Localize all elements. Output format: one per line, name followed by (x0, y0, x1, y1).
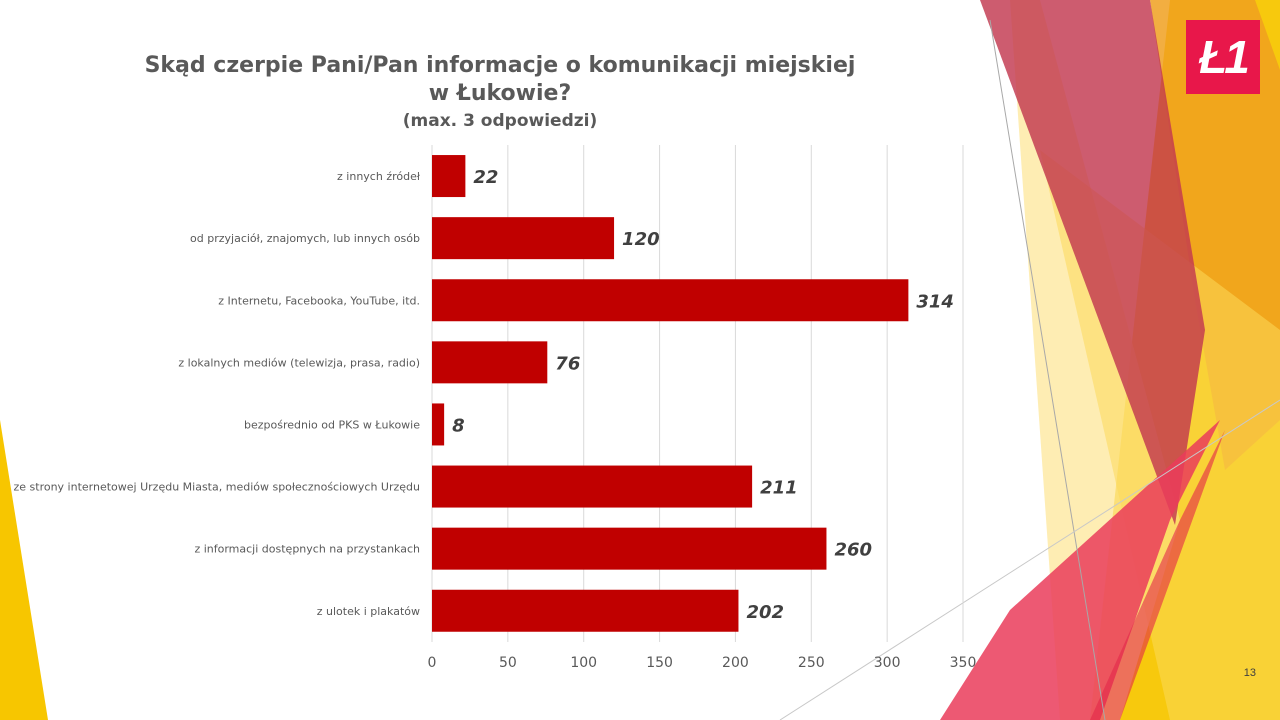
data-label: 8 (452, 415, 465, 436)
bar (432, 279, 909, 322)
x-tick-label: 150 (646, 655, 673, 671)
data-label: 314 (916, 291, 954, 312)
data-label: 76 (555, 353, 580, 374)
category-label: z lokalnych mediów (telewizja, prasa, ra… (178, 356, 420, 369)
x-tick-label: 100 (570, 655, 597, 671)
decor-red-deep (1090, 430, 1225, 720)
bar (432, 403, 445, 446)
data-label: 22 (473, 167, 498, 188)
x-tick-label: 300 (874, 655, 901, 671)
category-label: od przyjaciół, znajomych, lub innych osó… (190, 232, 420, 245)
bar (432, 217, 615, 260)
decor-thin-line-2 (779, 399, 1280, 720)
x-tick-label: 350 (950, 655, 977, 671)
bar (432, 155, 466, 198)
chart-subtitle: (max. 3 odpowiedzi) (402, 111, 598, 131)
category-label: ze strony internetowej Urzędu Miasta, me… (13, 481, 420, 494)
data-label: 211 (760, 478, 798, 499)
data-label: 202 (746, 602, 784, 623)
bar (432, 527, 827, 570)
x-tick-label: 200 (722, 655, 749, 671)
decor-magenta-top (980, 0, 1205, 525)
bar (432, 589, 739, 632)
category-labels: z innych źródeł od przyjaciół, znajomych,… (13, 170, 420, 618)
decor-yellow-left (0, 420, 48, 720)
brand-logo: Ł1 (1186, 20, 1260, 94)
decor-thin-line-1 (989, 19, 1106, 720)
category-label: z Internetu, Facebooka, YouTube, itd. (218, 294, 420, 307)
x-tick-label: 50 (499, 655, 517, 671)
bar (432, 465, 753, 508)
data-label: 120 (622, 229, 660, 250)
chart-title: Skąd czerpie Pani/Pan informacje o komun… (144, 53, 856, 106)
category-label: z innych źródeł (337, 170, 421, 183)
data-labels: 22 120 314 76 8 211 260 202 (452, 167, 954, 623)
bar (432, 341, 548, 384)
category-label: z informacji dostępnych na przystankach (194, 543, 420, 556)
category-label: bezpośrednio od PKS w Łukowie (244, 418, 420, 431)
category-label: z ulotek i plakatów (317, 605, 420, 618)
chart-title-block: Skąd czerpie Pani/Pan informacje o komun… (140, 52, 860, 133)
logo-text: Ł1 (1199, 31, 1250, 83)
x-tick-label: 250 (798, 655, 825, 671)
bars (432, 155, 909, 632)
x-tick-label: 0 (428, 655, 437, 671)
data-label: 260 (834, 540, 872, 561)
x-tick-labels: 0 50 100 150 200 250 300 350 (428, 655, 977, 671)
page-number: 13 (1243, 667, 1256, 679)
